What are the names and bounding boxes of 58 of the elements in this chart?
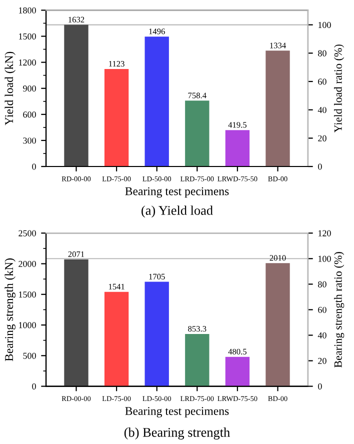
bar bbox=[104, 68, 129, 166]
y-tick-label: 1500 bbox=[19, 33, 36, 40]
y2-tick-label: 100 bbox=[318, 256, 331, 262]
y-axis-title: Bearing strength (kN) bbox=[4, 258, 16, 362]
data-label: 1496 bbox=[149, 28, 165, 34]
data-label: 1541 bbox=[108, 284, 124, 290]
y-tick-label: 900 bbox=[23, 85, 36, 92]
y-tick-label: 0 bbox=[32, 164, 36, 170]
y2-tick-label: 20 bbox=[318, 358, 326, 364]
data-label: 2071 bbox=[68, 251, 84, 257]
y-tick-label: 0 bbox=[32, 383, 36, 390]
bar bbox=[104, 292, 129, 386]
data-label: 1705 bbox=[149, 274, 165, 280]
y-tick-label: 1200 bbox=[19, 59, 36, 66]
data-label: 419.5 bbox=[228, 122, 246, 128]
bar bbox=[266, 50, 290, 166]
x-axis-title: Bearing test pecimens bbox=[125, 187, 229, 198]
data-label: 758.4 bbox=[188, 92, 206, 98]
y2-tick-label: 60 bbox=[318, 78, 326, 85]
bar bbox=[185, 334, 210, 386]
data-label: 853.3 bbox=[188, 326, 206, 332]
data-label: 1632 bbox=[68, 16, 84, 22]
y-axis-title: Yield load (kN) bbox=[4, 52, 16, 126]
data-label: 1123 bbox=[109, 61, 124, 67]
y-tick-label: 600 bbox=[23, 112, 36, 118]
y2-tick-label: 20 bbox=[318, 135, 326, 142]
data-label: 1334 bbox=[270, 42, 286, 48]
bar bbox=[144, 36, 169, 166]
y-tick-label: 500 bbox=[23, 352, 36, 359]
y2-tick-label: 80 bbox=[318, 50, 326, 56]
y2-tick-label: 100 bbox=[318, 22, 331, 28]
data-label: 2010 bbox=[270, 255, 286, 261]
y2-tick-label: 0 bbox=[318, 383, 322, 390]
y-tick-label: 1500 bbox=[19, 292, 36, 298]
text: (b) Bearing strength bbox=[124, 428, 230, 440]
y2-tick-label: 0 bbox=[318, 164, 322, 170]
y-tick-label: 300 bbox=[23, 138, 36, 144]
y2-tick-label: 60 bbox=[318, 306, 326, 313]
bar bbox=[185, 100, 210, 166]
bar bbox=[144, 282, 169, 386]
y2-tick-label: 120 bbox=[318, 230, 331, 236]
x-axis-title: Bearing test pecimens bbox=[125, 407, 229, 418]
y2-tick-label: 40 bbox=[318, 106, 326, 114]
bar bbox=[64, 259, 88, 386]
y2-tick-label: 40 bbox=[318, 332, 326, 338]
bar bbox=[266, 263, 290, 386]
bar bbox=[225, 356, 250, 386]
y-tick-label: 1000 bbox=[19, 322, 36, 328]
bar bbox=[64, 24, 88, 166]
bar bbox=[225, 130, 250, 166]
y2-axis-title: Yield load ratio (%) bbox=[334, 44, 344, 133]
data-label: 480.5 bbox=[228, 348, 246, 354]
text: (a) Yield load bbox=[142, 206, 213, 218]
y-tick-label: 2000 bbox=[18, 260, 36, 267]
y-tick-label: 1800 bbox=[19, 7, 36, 14]
y-tick-label: 2500 bbox=[18, 230, 36, 236]
y2-tick-label: 80 bbox=[318, 281, 326, 288]
y2-axis-title: Bearing strength ratio (%) bbox=[334, 252, 344, 368]
